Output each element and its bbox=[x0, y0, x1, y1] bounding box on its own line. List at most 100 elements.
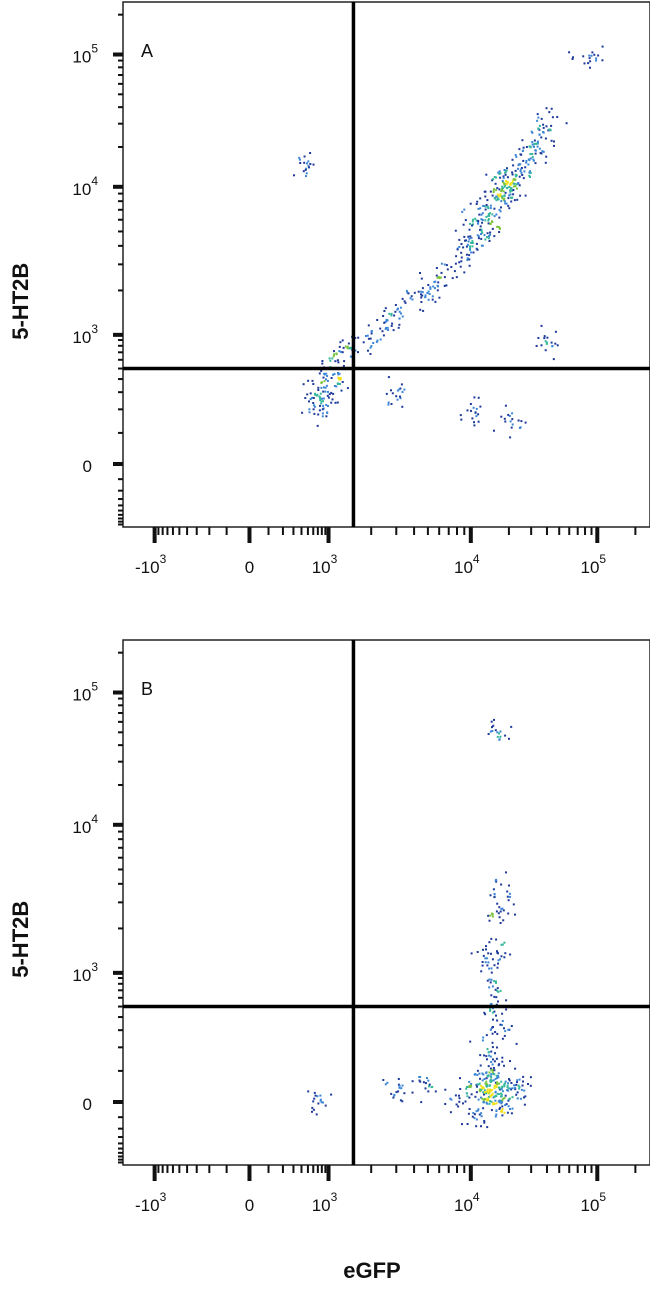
event-point bbox=[507, 1028, 510, 1031]
event-point bbox=[491, 726, 493, 729]
event-point bbox=[485, 1082, 488, 1085]
event-point bbox=[484, 957, 487, 960]
event-point bbox=[453, 270, 456, 273]
event-point bbox=[499, 195, 502, 198]
event-point bbox=[545, 107, 548, 110]
event-point bbox=[495, 213, 498, 216]
event-point bbox=[312, 163, 315, 166]
event-point bbox=[545, 341, 548, 344]
event-point bbox=[401, 1100, 404, 1103]
event-point bbox=[427, 1090, 430, 1093]
event-point bbox=[490, 1076, 493, 1079]
event-point bbox=[481, 1039, 484, 1042]
event-point bbox=[485, 948, 487, 951]
event-point bbox=[478, 1082, 481, 1085]
event-point bbox=[490, 1100, 493, 1103]
event-point bbox=[487, 1065, 490, 1068]
event-point bbox=[420, 277, 423, 280]
event-point bbox=[332, 355, 335, 358]
event-point bbox=[472, 406, 475, 409]
event-point bbox=[393, 1093, 396, 1096]
event-point bbox=[529, 170, 532, 173]
event-point bbox=[480, 218, 483, 221]
event-point bbox=[500, 1088, 503, 1091]
event-point bbox=[320, 369, 323, 372]
event-point bbox=[456, 248, 459, 251]
event-point bbox=[499, 193, 502, 196]
event-point bbox=[508, 1079, 511, 1082]
event-point bbox=[530, 130, 533, 133]
x-tick-label: 103 bbox=[312, 1190, 338, 1215]
event-point bbox=[525, 146, 528, 148]
event-point bbox=[503, 1082, 506, 1085]
event-point bbox=[496, 902, 499, 905]
event-point bbox=[468, 1085, 471, 1088]
event-point bbox=[488, 967, 491, 970]
event-point bbox=[468, 1096, 471, 1099]
event-point bbox=[553, 140, 555, 143]
event-point bbox=[499, 1099, 502, 1102]
y-tick-label: 104 bbox=[72, 812, 98, 837]
event-point bbox=[494, 1091, 497, 1094]
event-point bbox=[509, 953, 512, 956]
event-point bbox=[444, 1088, 447, 1091]
event-point bbox=[512, 178, 515, 181]
event-point bbox=[320, 386, 323, 389]
event-point bbox=[328, 393, 331, 396]
event-point bbox=[316, 1095, 319, 1098]
event-point bbox=[311, 379, 314, 382]
event-point bbox=[540, 152, 543, 155]
event-point bbox=[486, 205, 489, 208]
event-point bbox=[480, 1088, 483, 1091]
event-point bbox=[492, 190, 495, 193]
event-point bbox=[512, 193, 515, 196]
event-point bbox=[471, 220, 474, 223]
event-point bbox=[508, 892, 511, 895]
event-point bbox=[333, 373, 336, 375]
event-point bbox=[336, 401, 339, 404]
event-point bbox=[490, 720, 493, 723]
event-point bbox=[496, 966, 499, 969]
event-point bbox=[311, 1110, 313, 1113]
event-point bbox=[489, 1055, 492, 1058]
event-point bbox=[522, 1080, 524, 1083]
event-point bbox=[488, 1071, 491, 1074]
event-point bbox=[490, 1050, 493, 1053]
event-point bbox=[401, 1084, 404, 1087]
event-point bbox=[470, 1093, 473, 1096]
event-point bbox=[509, 193, 512, 196]
event-point bbox=[466, 409, 469, 412]
event-point bbox=[365, 335, 367, 337]
event-point bbox=[394, 310, 397, 313]
event-point bbox=[463, 235, 466, 238]
event-point bbox=[505, 1103, 508, 1106]
event-point bbox=[495, 1086, 498, 1089]
event-point bbox=[487, 961, 490, 964]
event-point bbox=[476, 200, 479, 203]
event-point bbox=[460, 243, 463, 245]
event-point bbox=[511, 418, 514, 421]
event-point bbox=[507, 1105, 510, 1108]
event-point bbox=[501, 195, 504, 198]
event-point bbox=[339, 350, 342, 353]
event-point bbox=[493, 215, 496, 218]
event-point bbox=[497, 912, 500, 915]
event-point bbox=[312, 402, 315, 404]
event-point bbox=[309, 392, 312, 395]
event-point bbox=[488, 214, 491, 217]
event-point bbox=[486, 1048, 489, 1050]
event-point bbox=[536, 113, 539, 116]
event-point bbox=[521, 1084, 524, 1087]
event-point bbox=[328, 357, 331, 360]
event-point bbox=[545, 155, 548, 158]
event-point bbox=[469, 222, 472, 225]
event-point bbox=[489, 1008, 492, 1011]
event-point bbox=[383, 321, 386, 324]
event-point bbox=[485, 1092, 488, 1095]
event-point bbox=[420, 296, 423, 299]
event-point bbox=[490, 1028, 492, 1031]
event-point bbox=[487, 914, 490, 917]
event-point bbox=[324, 386, 327, 389]
event-point bbox=[500, 1095, 503, 1098]
